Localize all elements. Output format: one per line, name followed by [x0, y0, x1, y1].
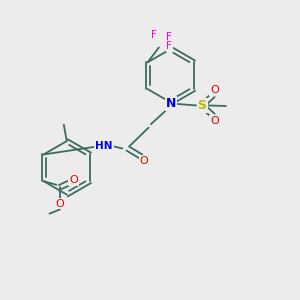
Text: F: F	[167, 41, 172, 51]
Text: O: O	[210, 116, 219, 126]
Text: O: O	[56, 199, 64, 208]
Text: O: O	[69, 175, 78, 185]
Text: O: O	[140, 156, 148, 166]
Text: O: O	[210, 85, 219, 95]
Text: N: N	[166, 98, 176, 110]
Text: S: S	[197, 99, 206, 112]
Text: HN: HN	[95, 140, 113, 151]
Text: F: F	[166, 32, 171, 42]
Text: F: F	[151, 30, 157, 40]
